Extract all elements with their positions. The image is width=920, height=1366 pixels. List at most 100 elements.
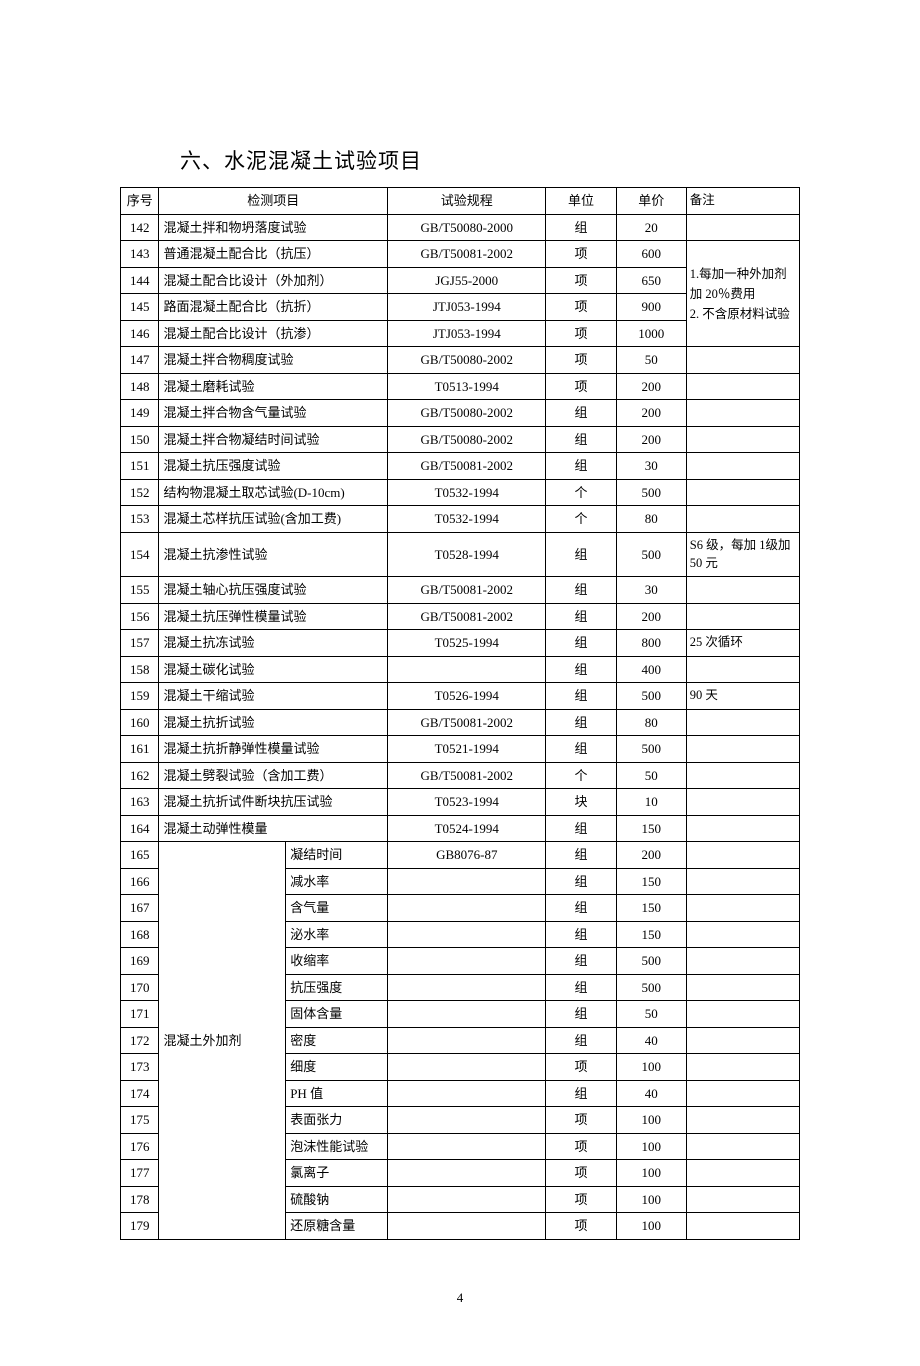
cell-unit: 项: [546, 267, 616, 294]
table-row: 150混凝土拌合物凝结时间试验GB/T50080-2002组200: [121, 426, 800, 453]
cell-seq: 157: [121, 630, 159, 657]
cell-unit: 项: [546, 1107, 616, 1134]
cell-unit: 项: [546, 241, 616, 268]
cell-remark-group: 1.每加一种外加剂加 20％费用2. 不含原材料试验: [686, 241, 799, 347]
cell-unit: 组: [546, 921, 616, 948]
cell-remark: [686, 789, 799, 816]
cell-remark: [686, 506, 799, 533]
cell-remark: [686, 1080, 799, 1107]
cell-spec: [388, 1160, 546, 1187]
cell-item: 混凝土抗折静弹性模量试验: [159, 736, 388, 763]
cell-item: 混凝土抗渗性试验: [159, 532, 388, 577]
cell-seq: 163: [121, 789, 159, 816]
cell-seq: 156: [121, 603, 159, 630]
cell-item: 混凝土抗折试件断块抗压试验: [159, 789, 388, 816]
col-header-spec: 试验规程: [388, 188, 546, 215]
cell-item: 混凝土配合比设计（抗渗）: [159, 320, 388, 347]
cell-seq: 147: [121, 347, 159, 374]
table-row: 151混凝土抗压强度试验GB/T50081-2002组30: [121, 453, 800, 480]
cell-remark: [686, 1213, 799, 1240]
cell-seq: 155: [121, 577, 159, 604]
cell-price: 80: [616, 709, 686, 736]
cell-remark: 25 次循环: [686, 630, 799, 657]
cell-spec: GB/T50081-2002: [388, 577, 546, 604]
cell-spec: GB/T50080-2002: [388, 400, 546, 427]
cell-remark: S6 级，每加 1级加 50 元: [686, 532, 799, 577]
cell-item: 结构物混凝土取芯试验(D-10cm): [159, 479, 388, 506]
col-header-remark: 备注: [686, 188, 799, 215]
cell-unit: 组: [546, 400, 616, 427]
cell-unit: 组: [546, 842, 616, 869]
cell-remark: [686, 815, 799, 842]
cell-item: 混凝土劈裂试验（含加工费）: [159, 762, 388, 789]
table-row: 162混凝土劈裂试验（含加工费）GB/T50081-2002个50: [121, 762, 800, 789]
cell-seq: 150: [121, 426, 159, 453]
cell-subitem: 含气量: [286, 895, 388, 922]
cell-remark: [686, 603, 799, 630]
cell-price: 40: [616, 1080, 686, 1107]
col-header-seq: 序号: [121, 188, 159, 215]
cell-subitem: 氯离子: [286, 1160, 388, 1187]
cell-price: 500: [616, 683, 686, 710]
cell-price: 500: [616, 948, 686, 975]
table-row: 155混凝土轴心抗压强度试验GB/T50081-2002组30: [121, 577, 800, 604]
cell-unit: 项: [546, 1186, 616, 1213]
cell-unit: 组: [546, 974, 616, 1001]
cell-remark: [686, 373, 799, 400]
cell-subitem: 还原糖含量: [286, 1213, 388, 1240]
cell-remark: [686, 656, 799, 683]
cell-unit: 组: [546, 603, 616, 630]
cell-item: 普通混凝土配合比（抗压）: [159, 241, 388, 268]
col-header-price: 单价: [616, 188, 686, 215]
cell-spec: GB8076-87: [388, 842, 546, 869]
cell-price: 50: [616, 1001, 686, 1028]
table-row: 161混凝土抗折静弹性模量试验T0521-1994组500: [121, 736, 800, 763]
cell-price: 50: [616, 762, 686, 789]
cell-unit: 项: [546, 373, 616, 400]
table-row: 153混凝土芯样抗压试验(含加工费)T0532-1994个80: [121, 506, 800, 533]
cell-unit: 组: [546, 577, 616, 604]
cell-seq: 177: [121, 1160, 159, 1187]
table-row: 149混凝土拌合物含气量试验GB/T50080-2002组200: [121, 400, 800, 427]
cell-remark: [686, 948, 799, 975]
cell-price: 20: [616, 214, 686, 241]
cell-remark: [686, 921, 799, 948]
table-row: 156混凝土抗压弹性模量试验GB/T50081-2002组200: [121, 603, 800, 630]
cell-spec: [388, 868, 546, 895]
cell-spec: T0532-1994: [388, 479, 546, 506]
cell-seq: 161: [121, 736, 159, 763]
cell-price: 1000: [616, 320, 686, 347]
cell-unit: 组: [546, 736, 616, 763]
cell-seq: 153: [121, 506, 159, 533]
cell-seq: 171: [121, 1001, 159, 1028]
cell-remark: [686, 1001, 799, 1028]
table-body: 142混凝土拌和物坍落度试验GB/T50080-2000组20143普通混凝土配…: [121, 214, 800, 1239]
cell-price: 900: [616, 294, 686, 321]
cell-seq: 143: [121, 241, 159, 268]
cell-spec: [388, 921, 546, 948]
cell-spec: T0525-1994: [388, 630, 546, 657]
cell-unit: 项: [546, 347, 616, 374]
cell-spec: JTJ053-1994: [388, 294, 546, 321]
cell-subitem: 固体含量: [286, 1001, 388, 1028]
cell-price: 200: [616, 842, 686, 869]
cell-unit: 项: [546, 1213, 616, 1240]
cell-spec: GB/T50080-2002: [388, 426, 546, 453]
cell-spec: [388, 974, 546, 1001]
table-row: 165混凝土外加剂凝结时间GB8076-87组200: [121, 842, 800, 869]
table-row: 159混凝土干缩试验T0526-1994组50090 天: [121, 683, 800, 710]
cell-subitem: 细度: [286, 1054, 388, 1081]
cell-remark: [686, 347, 799, 374]
cell-price: 150: [616, 895, 686, 922]
cell-spec: [388, 895, 546, 922]
cell-seq: 160: [121, 709, 159, 736]
cell-remark: [686, 868, 799, 895]
cell-item: 混凝土拌合物凝结时间试验: [159, 426, 388, 453]
cell-spec: T0513-1994: [388, 373, 546, 400]
cell-unit: 项: [546, 1133, 616, 1160]
cell-item: 混凝土干缩试验: [159, 683, 388, 710]
table-row: 154混凝土抗渗性试验T0528-1994组500S6 级，每加 1级加 50 …: [121, 532, 800, 577]
cell-item: 混凝土芯样抗压试验(含加工费): [159, 506, 388, 533]
cell-price: 500: [616, 532, 686, 577]
cell-unit: 个: [546, 762, 616, 789]
